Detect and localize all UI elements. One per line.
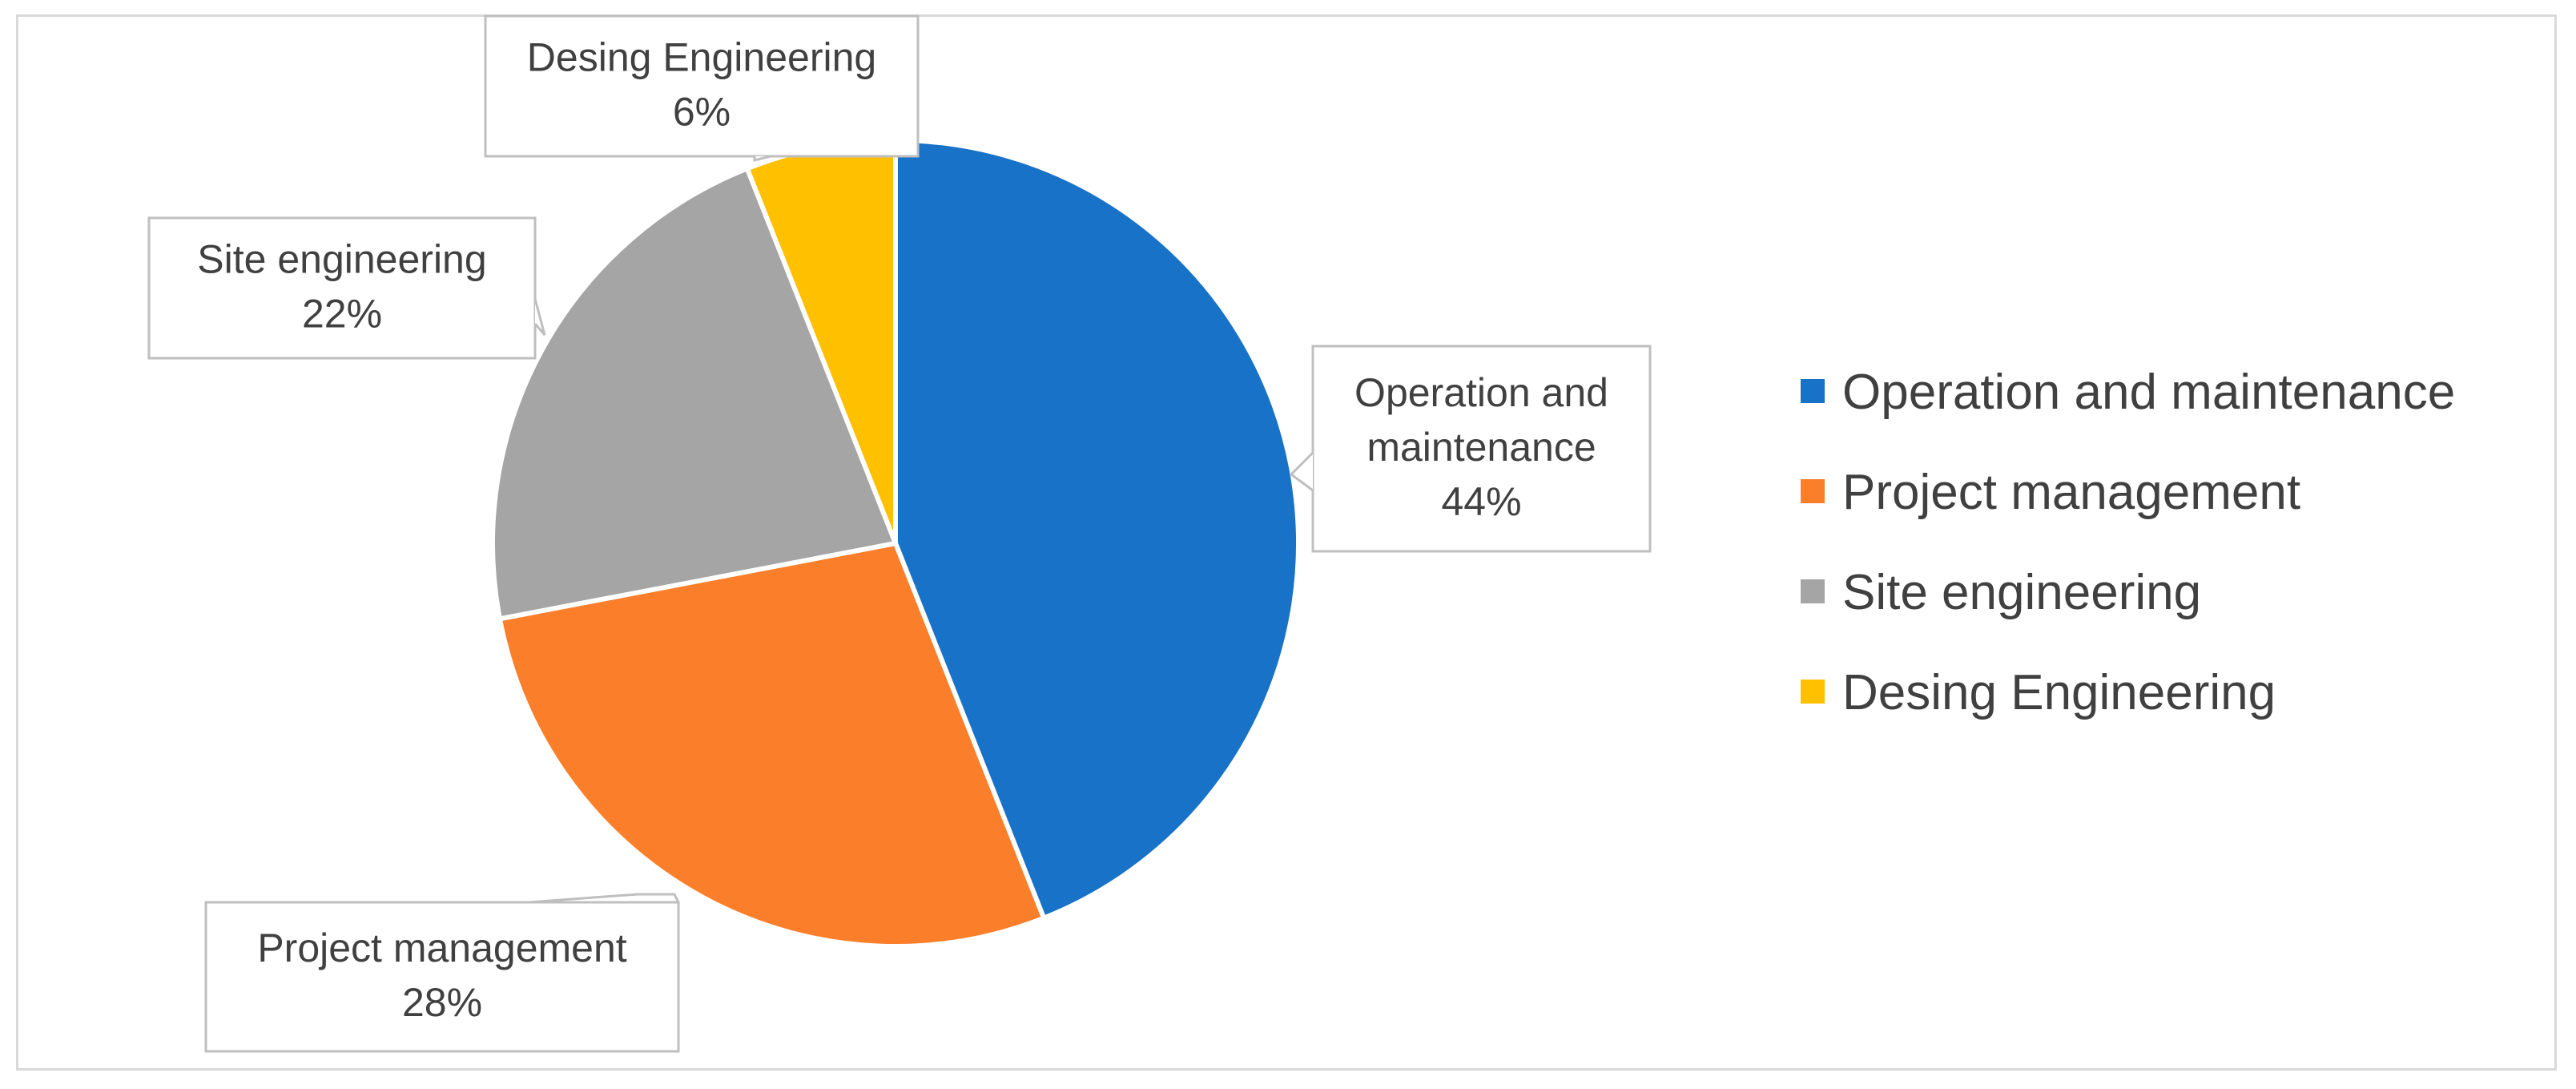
legend-label: Operation and maintenance	[1842, 365, 2455, 420]
legend-label: Project management	[1842, 465, 2300, 520]
data-label-value: 6%	[673, 89, 731, 134]
leader-line	[528, 893, 680, 904]
pie-slice-project-management[interactable]	[497, 541, 1047, 949]
legend-item-site-engineering[interactable]: Site engineering	[1801, 565, 2201, 620]
pie-slice-operation-and-maintenance[interactable]	[893, 138, 1301, 921]
data-label-project-management: Project management 28%	[204, 901, 680, 1053]
data-label-category: Operation and	[1354, 370, 1608, 415]
legend-label: Site engineering	[1842, 565, 2201, 620]
pie-slices	[490, 138, 1301, 949]
data-label-category: Project management	[257, 926, 626, 970]
data-label-box	[147, 216, 537, 360]
legend-swatch	[1801, 479, 1825, 503]
data-label-operation-and-maintenance: Operation and maintenance 44%	[1289, 345, 1652, 553]
callout-pointer	[533, 298, 546, 336]
data-label-box	[1311, 345, 1652, 553]
leader-lines	[528, 893, 680, 904]
legend-swatch	[1801, 680, 1825, 704]
pie-slice-site-engineering[interactable]	[490, 166, 898, 622]
legend-item-operation-and-maintenance[interactable]: Operation and maintenance	[1801, 365, 2455, 420]
legend-swatch	[1801, 379, 1825, 403]
data-label-category: Site engineering	[197, 236, 486, 281]
data-label-value: 28%	[402, 980, 482, 1025]
data-label-site-engineering: Site engineering 22%	[147, 216, 546, 360]
callout-pointer	[753, 155, 771, 162]
data-label-category: Desing Engineering	[527, 34, 876, 79]
data-label-value: 44%	[1441, 479, 1521, 524]
legend-item-project-management[interactable]: Project management	[1801, 465, 2300, 520]
data-label-box	[484, 14, 920, 158]
legend-label: Desing Engineering	[1842, 665, 2276, 720]
data-labels: Operation and maintenance 44% Project manag…	[147, 14, 1652, 1053]
legend-item-desing-engineering[interactable]: Desing Engineering	[1801, 665, 2276, 720]
legend: Operation and maintenance Project managem…	[1801, 365, 2455, 720]
data-label-box	[204, 901, 680, 1053]
data-label-desing-engineering: Desing Engineering 6%	[484, 14, 920, 162]
callout-pointer	[1289, 451, 1314, 492]
data-label-category: maintenance	[1366, 425, 1596, 470]
legend-swatch	[1801, 579, 1825, 603]
data-label-value: 22%	[302, 291, 382, 336]
